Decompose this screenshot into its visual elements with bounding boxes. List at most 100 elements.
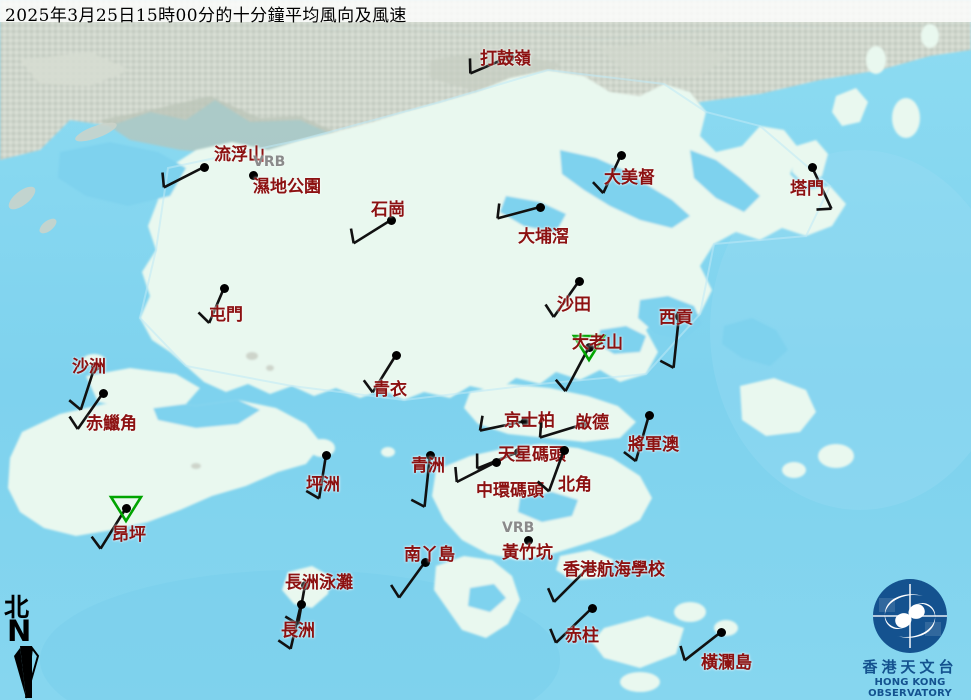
logo-name-en: HONG KONG OBSERVATORY xyxy=(868,677,952,699)
station-label: 橫瀾島 xyxy=(701,653,752,673)
station-label: 沙洲 xyxy=(72,357,106,377)
station-marker[interactable] xyxy=(386,215,396,225)
page-title: 2025年3月25日15時00分的十分鐘平均風向及風速 xyxy=(5,6,407,26)
station-marker[interactable] xyxy=(420,557,430,567)
variable-wind-code: VRB xyxy=(502,520,535,536)
station-label: 屯門 xyxy=(209,305,243,325)
station-label: 打鼓嶺 xyxy=(480,49,531,69)
station-label: 將軍澳 xyxy=(628,435,679,455)
coastline-halo xyxy=(138,68,832,402)
station-marker[interactable] xyxy=(674,311,684,321)
station-label: 大埔滘 xyxy=(518,227,569,247)
station-marker[interactable] xyxy=(716,627,726,637)
station-label: 青洲 xyxy=(411,456,445,476)
hko-logo: 香港天文台 HONG KONG OBSERVATORY xyxy=(849,578,971,700)
station-label: 赤鱲角 xyxy=(86,414,137,434)
station-marker[interactable] xyxy=(321,450,331,460)
station-label: 中環碼頭 xyxy=(476,481,544,501)
station-marker[interactable] xyxy=(520,416,530,426)
station-label: 西貢 xyxy=(659,308,693,328)
station-label: 南丫島 xyxy=(404,545,455,565)
compass-needle-icon xyxy=(14,646,40,699)
station-marker[interactable] xyxy=(523,535,533,545)
logo-name-cn: 香港天文台 xyxy=(862,658,958,676)
station-label: 昂坪 xyxy=(112,525,146,545)
station-marker[interactable] xyxy=(583,563,593,573)
station-label: 青衣 xyxy=(373,380,407,400)
station-label: 流浮山 xyxy=(214,145,265,165)
station-marker[interactable] xyxy=(300,580,310,590)
station-marker[interactable] xyxy=(391,350,401,360)
station-label: 啟德 xyxy=(575,413,609,433)
station-marker[interactable] xyxy=(296,599,306,609)
station-marker[interactable] xyxy=(219,283,229,293)
station-marker[interactable] xyxy=(574,276,584,286)
variable-wind-code: VRB xyxy=(253,154,286,170)
station-label: 大老山 xyxy=(572,333,623,353)
station-label: 北角 xyxy=(558,475,592,495)
station-marker[interactable] xyxy=(535,202,545,212)
station-marker[interactable] xyxy=(616,150,626,160)
station-marker[interactable] xyxy=(248,170,258,180)
station-marker[interactable] xyxy=(504,52,514,62)
station-label: 香港航海學校 xyxy=(563,560,665,580)
station-marker[interactable] xyxy=(587,603,597,613)
compass-rose: 北 N xyxy=(2,588,58,700)
station-marker[interactable] xyxy=(425,450,435,460)
station-label: 坪洲 xyxy=(306,475,340,495)
hko-emblem-icon xyxy=(873,579,947,653)
station-label: 天星碼頭 xyxy=(498,445,566,465)
hongkong-land xyxy=(8,24,939,692)
station-label: 長洲 xyxy=(281,621,315,641)
compass-label-cn: 北 xyxy=(4,593,30,622)
station-label: 大美督 xyxy=(604,168,655,188)
station-marker[interactable] xyxy=(98,388,108,398)
station-label: 黃竹坑 xyxy=(502,543,553,563)
station-label: 京士柏 xyxy=(504,411,555,431)
station-label: 沙田 xyxy=(557,295,591,315)
station-label: 赤柱 xyxy=(565,626,599,646)
station-marker[interactable] xyxy=(644,410,654,420)
station-marker[interactable] xyxy=(199,162,209,172)
station-label: 石崗 xyxy=(371,200,405,220)
compass-label-en: N xyxy=(7,614,32,648)
title-bar: 2025年3月25日15時00分的十分鐘平均風向及風速 xyxy=(0,0,971,26)
station-marker[interactable] xyxy=(491,457,501,467)
mainland-islets xyxy=(8,122,117,234)
station-marker[interactable] xyxy=(579,419,589,429)
station-label: 長洲泳灘 xyxy=(285,573,353,593)
station-marker[interactable] xyxy=(584,342,594,352)
station-marker[interactable] xyxy=(121,503,131,513)
station-label: 塔門 xyxy=(790,179,824,199)
station-marker[interactable] xyxy=(513,447,523,457)
station-label: 濕地公園 xyxy=(253,177,321,197)
station-marker[interactable] xyxy=(559,445,569,455)
station-marker[interactable] xyxy=(90,361,100,371)
station-marker[interactable] xyxy=(807,162,817,172)
